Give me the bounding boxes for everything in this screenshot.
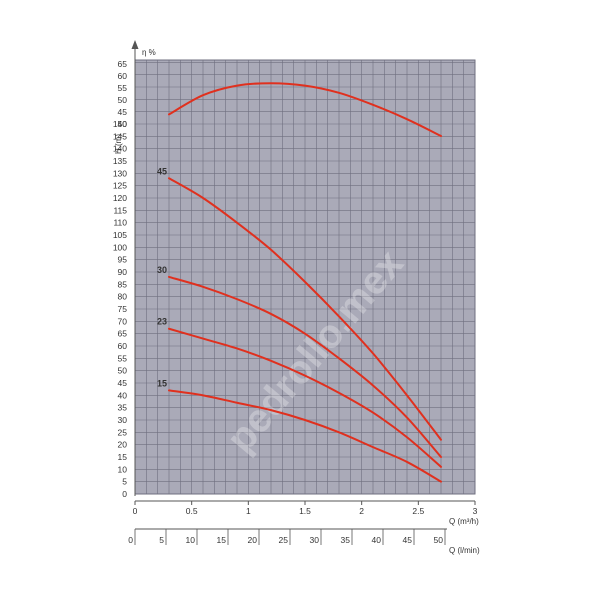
x-tick-label: 1.5	[299, 506, 311, 516]
x-tick-label: 0.5	[186, 506, 198, 516]
eff-tick-label: 45	[118, 107, 128, 117]
x-tick-label: 3	[473, 506, 478, 516]
tick-labels: 6560555045401501451401351301251201151101…	[113, 59, 478, 545]
head-tick-label: 5	[122, 477, 127, 487]
head-tick-label: 135	[113, 156, 127, 166]
curve-label-23: 23	[157, 317, 167, 327]
head-curve-30	[168, 275, 442, 458]
head-tick-label: 60	[118, 341, 128, 351]
head-tick-label: 100	[113, 242, 127, 252]
curve-label-30: 30	[157, 265, 167, 275]
x2-tick-label: 25	[279, 535, 289, 545]
flow-axis-label-lmin: Q (l/min)	[449, 546, 480, 555]
efficiency-axis-label: η %	[142, 48, 156, 57]
head-tick-label: 130	[113, 168, 127, 178]
y-axis-arrow	[131, 40, 139, 49]
eff-tick-label: 65	[118, 59, 128, 69]
head-curve-15	[168, 389, 442, 483]
head-tick-label: 95	[118, 255, 128, 265]
x2-tick-label: 30	[310, 535, 320, 545]
head-curve-45	[168, 177, 442, 441]
x-tick-label: 2.5	[412, 506, 424, 516]
head-tick-label: 15	[118, 452, 128, 462]
x2-tick-label: 40	[372, 535, 382, 545]
head-tick-label: 85	[118, 279, 128, 289]
flow-axis-label-m3h: Q (m³/h)	[449, 517, 479, 526]
head-tick-label: 55	[118, 353, 128, 363]
head-tick-label: 40	[118, 390, 128, 400]
head-tick-label: 10	[118, 464, 128, 474]
x-tick-label: 2	[359, 506, 364, 516]
eff-tick-label: 50	[118, 95, 128, 105]
head-tick-label: 105	[113, 230, 127, 240]
head-axis-label: H (m)	[114, 134, 123, 154]
curve-label-15: 15	[157, 378, 167, 388]
head-tick-label: 30	[118, 415, 128, 425]
curves: 45 30 23 15	[157, 82, 442, 483]
head-tick-label: 50	[118, 366, 128, 376]
head-tick-label: 120	[113, 193, 127, 203]
head-tick-label: 140	[113, 144, 127, 154]
curve-label-45: 45	[157, 166, 167, 176]
x2-tick-label: 5	[159, 535, 164, 545]
head-tick-label: 65	[118, 329, 128, 339]
x2-tick-label: 15	[217, 535, 227, 545]
head-tick-label: 90	[118, 267, 128, 277]
eff-tick-label: 55	[118, 83, 128, 93]
x2-tick-label: 35	[341, 535, 351, 545]
head-tick-label: 150	[113, 119, 127, 129]
head-tick-label: 25	[118, 427, 128, 437]
x2-tick-label: 20	[248, 535, 258, 545]
eff-tick-label: 60	[118, 71, 128, 81]
head-tick-label: 145	[113, 131, 127, 141]
eff-tick-label: 40	[118, 119, 128, 129]
head-tick-label: 20	[118, 440, 128, 450]
head-tick-label: 0	[122, 489, 127, 499]
x-tick-label: 1	[246, 506, 251, 516]
efficiency-curve	[168, 82, 442, 137]
head-curve-23	[168, 327, 442, 468]
head-tick-label: 125	[113, 181, 127, 191]
head-tick-label: 110	[113, 218, 127, 228]
head-tick-label: 115	[113, 205, 127, 215]
head-tick-label: 75	[118, 304, 128, 314]
x2-tick-label: 10	[186, 535, 196, 545]
head-tick-label: 70	[118, 316, 128, 326]
x2-tick-label: 0	[128, 535, 133, 545]
head-tick-label: 35	[118, 403, 128, 413]
x2-tick-label: 45	[403, 535, 413, 545]
x2-tick-label: 50	[434, 535, 444, 545]
x-tick-label: 0	[133, 506, 138, 516]
head-tick-label: 80	[118, 292, 128, 302]
head-tick-label: 45	[118, 378, 128, 388]
